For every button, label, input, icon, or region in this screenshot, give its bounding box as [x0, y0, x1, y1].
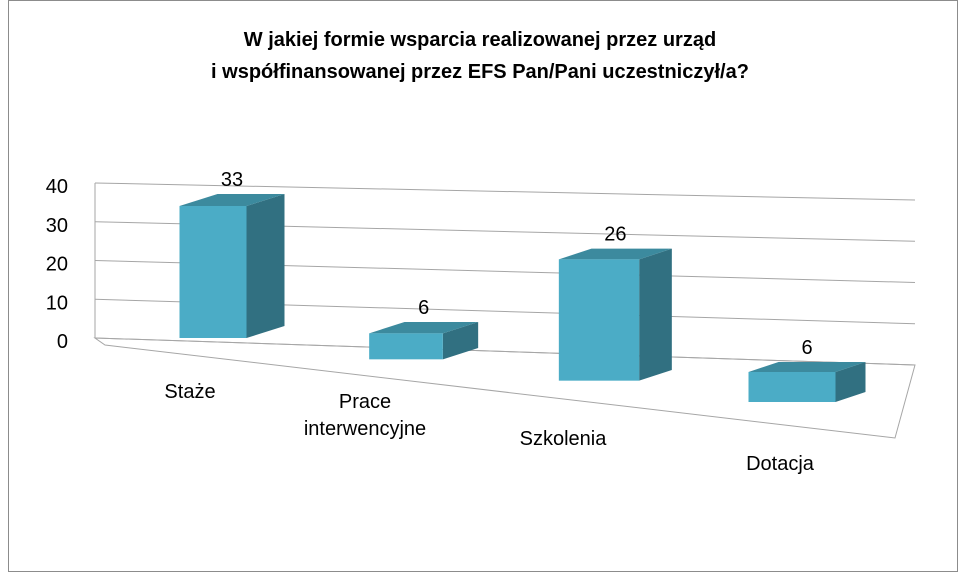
x-tick-label: Dotacja: [746, 453, 815, 475]
bar-side: [442, 322, 479, 360]
bar-side: [639, 248, 672, 381]
bar-top: [558, 248, 672, 260]
data-label: 33: [221, 169, 243, 191]
y-tick-label: 10: [46, 292, 68, 314]
data-label: 6: [801, 337, 812, 359]
bar: [179, 206, 247, 338]
bar-top: [748, 362, 866, 372]
data-label: 26: [604, 224, 626, 246]
data-label: 6: [418, 297, 429, 319]
grid-line: [94, 337, 916, 366]
y-tick-label: 40: [46, 176, 68, 198]
chart-frame: [8, 0, 958, 572]
bar-top: [179, 194, 285, 206]
bar-top: [369, 322, 479, 334]
grid-line: [94, 182, 916, 201]
bar: [369, 333, 443, 360]
y-tick-label: 30: [46, 215, 68, 237]
chart-title: i współfinansowanej przez EFS Pan/Pani u…: [211, 61, 749, 83]
y-tick-label: 20: [46, 254, 68, 276]
chart-title: W jakiej formie wsparcia realizowanej pr…: [244, 29, 716, 51]
bar-side: [835, 362, 866, 402]
bar: [558, 259, 640, 381]
y-tick-label: 0: [57, 331, 68, 353]
bar: [748, 372, 836, 402]
x-tick-label: Staże: [164, 381, 215, 403]
x-tick-label: Szkolenia: [520, 428, 608, 450]
bar-side: [246, 194, 285, 338]
x-tick-label: Prace interwencyjne: [304, 391, 426, 440]
